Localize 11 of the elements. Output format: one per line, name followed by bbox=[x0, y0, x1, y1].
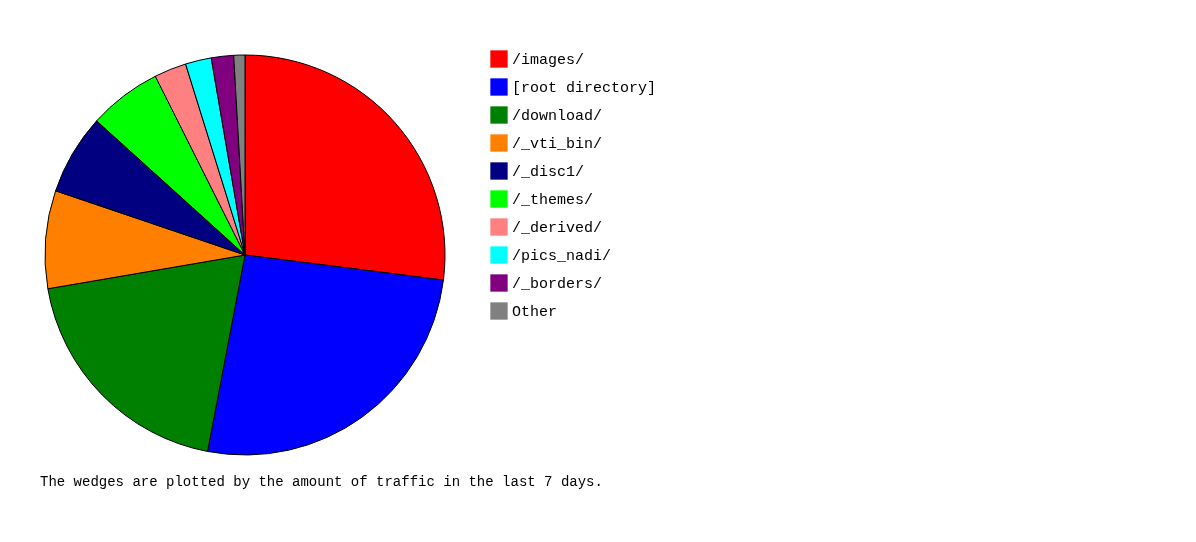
legend-label: [root directory] bbox=[512, 80, 657, 97]
legend-label: /download/ bbox=[512, 108, 603, 125]
legend-label: /_disc1/ bbox=[512, 164, 585, 181]
text: The wedges are plotted by the amount of traffic in the last 7 days. bbox=[40, 474, 603, 490]
legend-label: /pics_nadi/ bbox=[512, 248, 612, 265]
legend-label: Other bbox=[512, 304, 558, 321]
legend-label: /_derived/ bbox=[512, 220, 603, 237]
legend-label: /_vti_bin/ bbox=[512, 136, 603, 153]
legend-label: /images/ bbox=[512, 52, 585, 69]
legend-label: /_borders/ bbox=[512, 276, 603, 293]
legend-label: /_themes/ bbox=[512, 192, 594, 209]
